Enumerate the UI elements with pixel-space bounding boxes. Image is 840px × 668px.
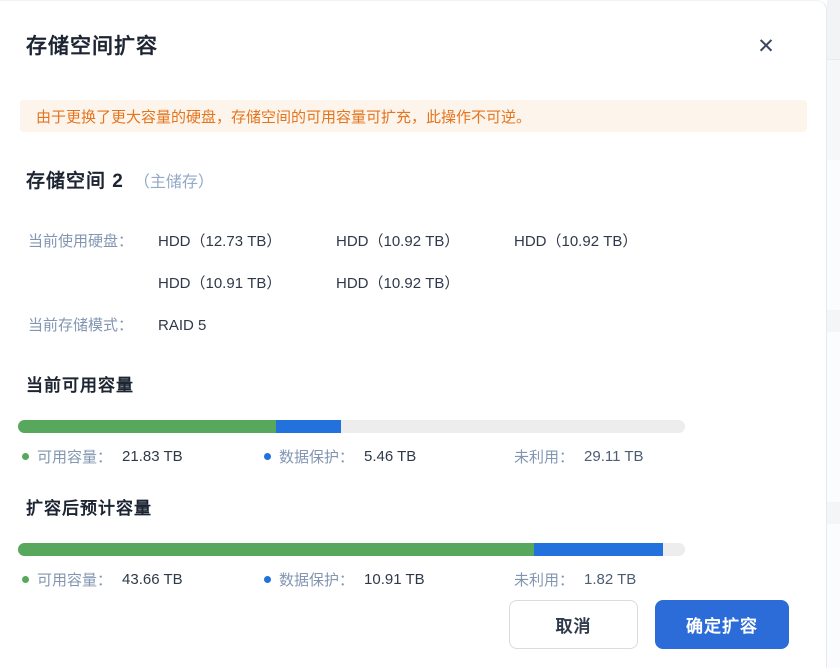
cancel-button[interactable]: 取消 — [509, 600, 638, 649]
legend-value: 5.46 TB — [364, 448, 417, 465]
legend-label: 数据保护： — [279, 449, 355, 466]
background-band — [827, 60, 840, 160]
disks-row: 当前使用硬盘： HDD（12.73 TB） HDD（10.92 TB） HDD（… — [20, 231, 806, 295]
mode-row: 当前存储模式： RAID 5 — [20, 315, 806, 337]
bar-segment-unused — [663, 543, 685, 556]
bar-segment-available — [18, 420, 277, 433]
background-band — [827, 0, 840, 60]
blue-dot-icon — [264, 453, 271, 460]
background-band — [827, 502, 840, 524]
legend-label: 可用容量： — [37, 449, 113, 466]
bar-segment-protection — [276, 420, 341, 433]
bar-segment-unused — [340, 420, 685, 433]
disk-list: HDD（12.73 TB） HDD（10.92 TB） HDD（10.92 TB… — [158, 231, 637, 295]
disk-item: HDD（10.91 TB） — [158, 275, 282, 292]
legend-value: 10.91 TB — [364, 571, 425, 588]
legend-item-unused: 未利用： 29.11 TB — [514, 446, 644, 467]
disk-item: HDD（12.73 TB） — [158, 233, 282, 250]
expanded-capacity-bar — [18, 543, 685, 556]
pool-tag: （主储存） — [133, 174, 214, 191]
expanded-capacity-legend: 可用容量： 43.66 TB 数据保护： 10.91 TB 未利用： 1.82 … — [22, 569, 687, 590]
disk-item: HDD（10.92 TB） — [336, 233, 460, 250]
legend-label: 未利用： — [514, 449, 575, 466]
current-capacity-legend: 可用容量： 21.83 TB 数据保护： 5.46 TB 未利用： 29.11 … — [22, 446, 687, 467]
bar-segment-protection — [534, 543, 664, 556]
dialog-footer: 取消 确定扩容 — [509, 600, 789, 649]
expanded-capacity-heading: 扩容后预计容量 — [26, 499, 152, 518]
dialog-title: 存储空间扩容 — [26, 35, 158, 58]
blue-dot-icon — [264, 576, 271, 583]
background-page-strip — [827, 0, 840, 668]
disk-item: HDD（10.92 TB） — [514, 233, 638, 250]
legend-item-protection: 数据保护： 10.91 TB — [264, 569, 514, 590]
legend-label: 未利用： — [514, 572, 575, 589]
alert-text: 由于更换了更大容量的硬盘，存储空间的可用容量可扩充，此操作不可逆。 — [36, 108, 532, 126]
legend-item-protection: 数据保护： 5.46 TB — [264, 446, 514, 467]
confirm-expand-button[interactable]: 确定扩容 — [655, 600, 789, 649]
legend-value: 1.82 TB — [584, 571, 637, 588]
legend-value: 43.66 TB — [122, 571, 183, 588]
mode-value: RAID 5 — [158, 317, 207, 334]
pool-name: 存储空间 2 — [26, 171, 124, 192]
current-capacity-bar — [18, 420, 685, 433]
bar-segment-available — [18, 543, 535, 556]
alert-banner: 由于更换了更大容量的硬盘，存储空间的可用容量可扩充，此操作不可逆。 — [20, 100, 807, 132]
green-dot-icon — [22, 453, 29, 460]
current-capacity-heading: 当前可用容量 — [26, 376, 134, 395]
disks-label: 当前使用硬盘： — [28, 233, 134, 250]
legend-item-unused: 未利用： 1.82 TB — [514, 569, 636, 590]
mode-label: 当前存储模式： — [28, 317, 134, 334]
legend-value: 29.11 TB — [584, 448, 644, 465]
legend-label: 数据保护： — [279, 572, 355, 589]
legend-value: 21.83 TB — [122, 448, 183, 465]
legend-item-available: 可用容量： 43.66 TB — [22, 569, 264, 590]
green-dot-icon — [22, 576, 29, 583]
legend-label: 可用容量： — [37, 572, 113, 589]
dialog-header: 存储空间扩容 ✕ — [20, 1, 806, 59]
close-icon[interactable]: ✕ — [757, 35, 775, 58]
background-band — [827, 310, 840, 332]
disk-item: HDD（10.92 TB） — [336, 275, 460, 292]
pool-heading: 存储空间 2 （主储存） — [20, 166, 806, 193]
legend-item-available: 可用容量： 21.83 TB — [22, 446, 264, 467]
